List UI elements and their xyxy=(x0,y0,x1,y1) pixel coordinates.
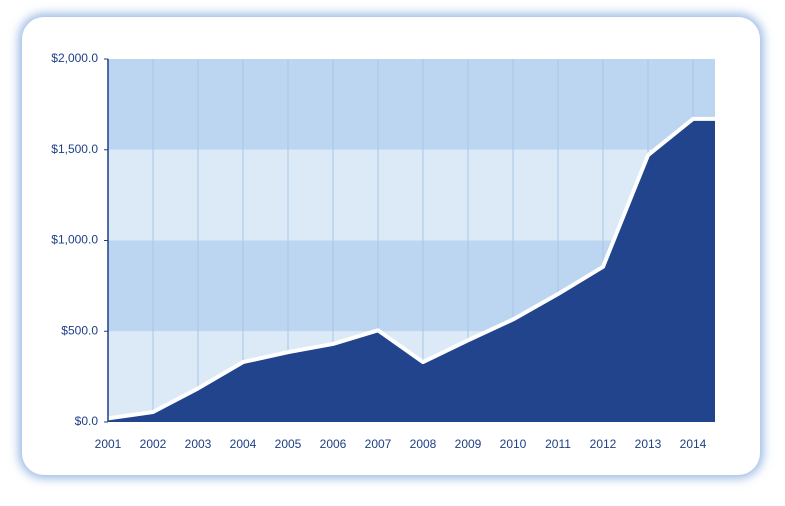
x-tick-label: 2004 xyxy=(230,437,257,451)
x-tick-label: 2003 xyxy=(185,437,212,451)
x-tick-label: 2001 xyxy=(95,437,122,451)
x-tick-label: 2012 xyxy=(590,437,617,451)
x-tick-label: 2006 xyxy=(320,437,347,451)
x-tick-label: 2013 xyxy=(635,437,662,451)
x-tick-label: 2002 xyxy=(140,437,167,451)
y-tick-label: $1,000.0 xyxy=(51,233,98,247)
x-tick-label: 2010 xyxy=(500,437,527,451)
y-tick-label: $500.0 xyxy=(61,323,98,337)
grid-band xyxy=(108,59,715,150)
x-tick-label: 2011 xyxy=(545,437,571,451)
x-tick-label: 2007 xyxy=(365,437,392,451)
y-tick-label: $1,500.0 xyxy=(51,142,98,156)
y-tick-label: $2,000.0 xyxy=(51,51,98,65)
x-tick-label: 2005 xyxy=(275,437,302,451)
x-tick-label: 2009 xyxy=(455,437,482,451)
y-tick-label: $0.0 xyxy=(75,414,99,428)
x-tick-label: 2008 xyxy=(410,437,437,451)
area xyxy=(108,118,715,423)
x-tick-label: 2014 xyxy=(680,437,707,451)
grid-band xyxy=(108,149,715,241)
line xyxy=(107,116,715,421)
